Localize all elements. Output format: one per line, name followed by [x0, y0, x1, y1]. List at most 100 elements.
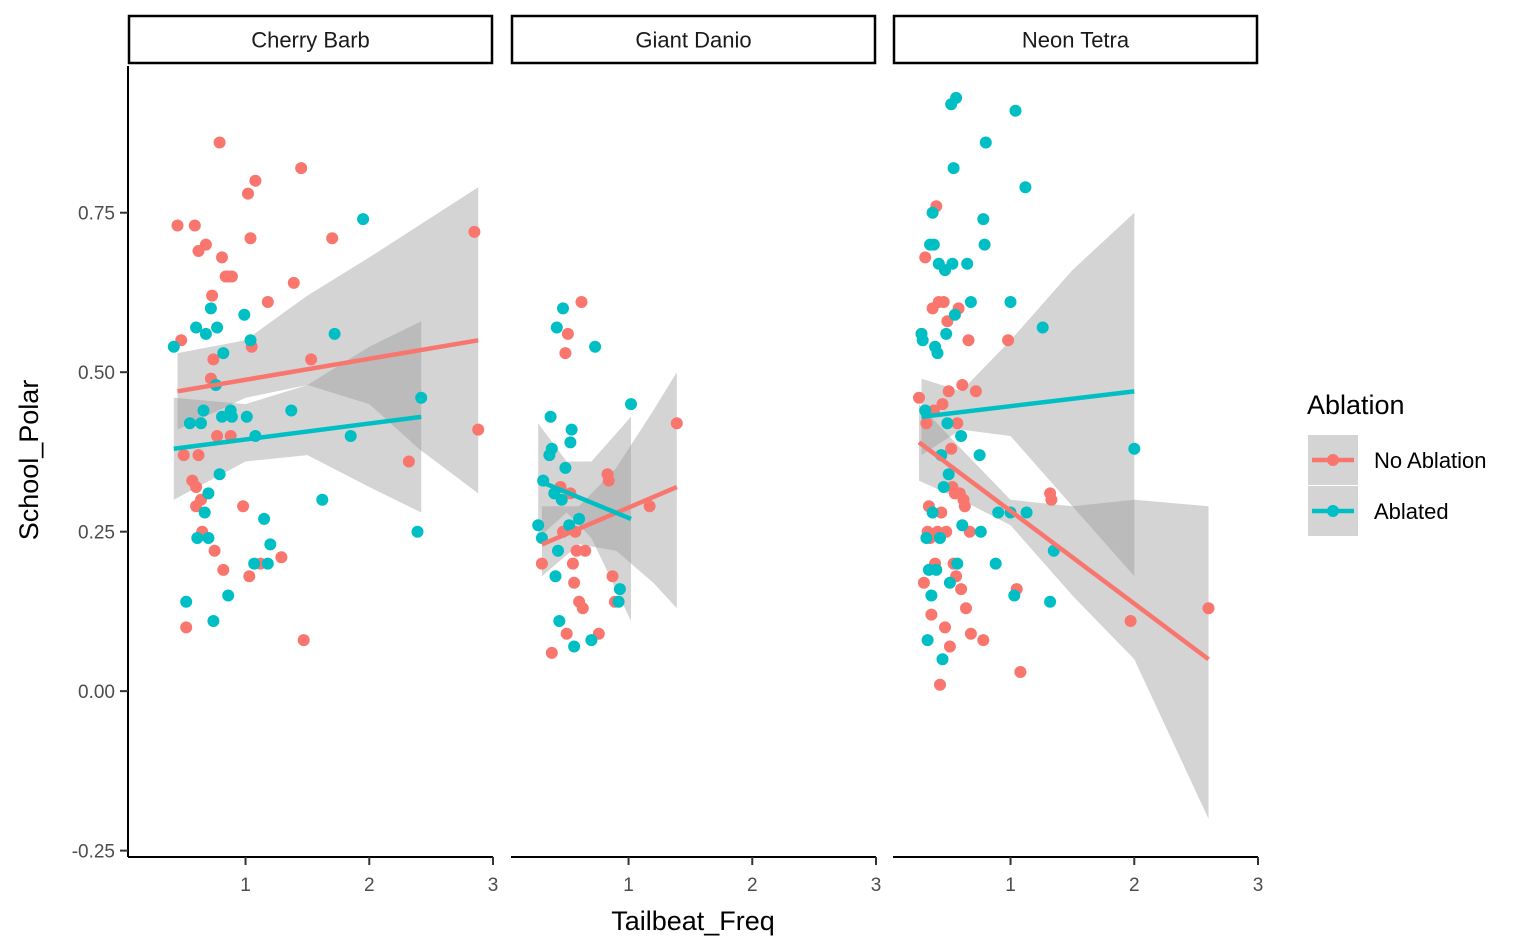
data-point	[555, 493, 568, 506]
data-point	[240, 410, 253, 423]
data-point	[1036, 321, 1049, 334]
data-point	[199, 238, 212, 251]
confidence-band	[173, 321, 422, 513]
data-point	[935, 506, 948, 519]
data-point	[560, 627, 573, 640]
data-point	[1019, 181, 1032, 194]
legend-label: Ablated	[1374, 499, 1449, 524]
data-point	[305, 353, 318, 366]
data-point	[955, 430, 968, 442]
data-point	[1202, 602, 1215, 615]
data-point	[213, 136, 226, 149]
data-point	[535, 557, 548, 570]
data-point	[925, 589, 938, 602]
trend-line	[177, 338, 479, 394]
confidence-band	[541, 372, 677, 609]
data-point	[917, 576, 930, 589]
data-point	[961, 257, 974, 270]
data-point	[564, 436, 577, 449]
y-tick-label: 0.50	[78, 363, 115, 384]
data-point	[943, 640, 956, 653]
data-point	[945, 442, 958, 455]
data-point	[1014, 666, 1027, 678]
data-point	[946, 257, 959, 270]
data-point	[242, 187, 254, 200]
data-point	[974, 525, 987, 538]
data-point	[977, 213, 990, 226]
data-point	[958, 500, 971, 513]
y-axis: -0.25 0.00 0.25 0.50 0.75	[72, 66, 129, 863]
data-point	[553, 615, 566, 627]
data-point	[931, 347, 944, 360]
data-point	[978, 238, 991, 251]
data-point	[326, 232, 339, 245]
y-tick-label: 0.00	[78, 682, 115, 703]
data-point	[920, 532, 933, 544]
y-tick-label: -0.25	[72, 842, 115, 863]
data-point	[585, 634, 598, 647]
facet-panels: Cherry Barb 1 2 3 Giant Danio 1 2 3 Neon Tetra 1 2…	[127, 14, 1263, 896]
data-point	[198, 506, 211, 519]
data-point	[1128, 442, 1141, 455]
data-point	[557, 302, 569, 315]
data-point	[183, 417, 196, 430]
data-point	[919, 404, 932, 417]
data-point	[177, 449, 190, 462]
data-point	[532, 519, 545, 532]
y-tick-label: 0.25	[78, 523, 115, 544]
data-point	[942, 468, 955, 481]
data-point	[920, 417, 933, 430]
data-point	[1009, 104, 1022, 117]
x-tick-label: 3	[488, 875, 499, 896]
data-point	[916, 334, 929, 347]
data-point	[167, 340, 180, 353]
data-point	[570, 544, 583, 557]
data-point	[1002, 334, 1015, 347]
data-point	[195, 417, 207, 430]
data-point	[575, 296, 588, 308]
data-point	[217, 563, 230, 576]
trend-line	[541, 484, 678, 547]
facet-strip-label: Cherry Barb	[251, 28, 370, 53]
data-point	[962, 334, 975, 347]
data-point	[264, 538, 277, 551]
legend: Ablation No Ablation Ablated	[1307, 390, 1487, 536]
facet-strip	[127, 14, 494, 65]
data-point	[199, 327, 212, 340]
data-point	[973, 449, 986, 462]
data-point	[566, 557, 579, 570]
data-point	[191, 532, 204, 544]
trend-line	[173, 414, 422, 451]
x-axis-title: Tailbeat_Freq	[611, 906, 775, 936]
x-tick-label: 1	[240, 875, 251, 896]
data-point	[237, 500, 250, 513]
data-point	[275, 551, 288, 564]
data-point	[926, 506, 939, 519]
data-point	[563, 519, 576, 532]
data-point	[589, 340, 602, 353]
data-point	[545, 646, 558, 659]
data-point	[287, 276, 300, 289]
data-point	[190, 481, 203, 493]
data-point	[1045, 493, 1058, 506]
data-point	[568, 640, 581, 653]
data-point	[248, 557, 261, 570]
x-tick-label: 2	[364, 875, 375, 896]
data-point	[171, 219, 184, 232]
data-point	[1124, 615, 1137, 627]
data-point	[211, 430, 224, 442]
data-point	[940, 327, 953, 340]
data-point	[188, 219, 201, 232]
facet-strip	[510, 14, 877, 65]
data-point	[297, 634, 310, 647]
data-point	[579, 544, 592, 557]
data-point	[956, 519, 969, 532]
data-point	[550, 321, 563, 334]
data-point	[244, 334, 257, 347]
data-point	[552, 544, 564, 557]
data-point	[937, 296, 950, 308]
data-point	[969, 385, 982, 398]
data-point	[261, 296, 274, 308]
data-point	[559, 347, 572, 360]
